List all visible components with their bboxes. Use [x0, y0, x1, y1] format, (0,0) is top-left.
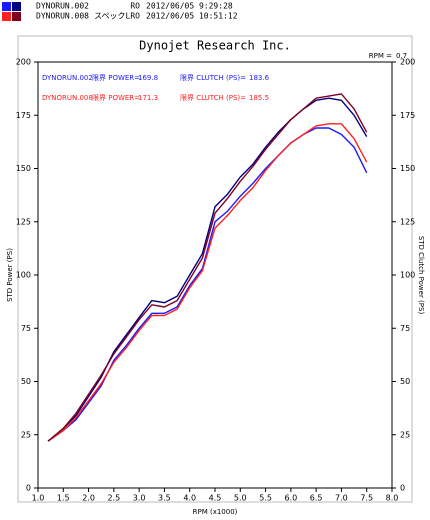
readout-run: DYNORUN.002 — [42, 74, 93, 82]
y-tick-label: 100 — [16, 271, 31, 280]
power-line — [47, 93, 368, 442]
readout-clutch: 185.5 — [249, 94, 269, 102]
y-axis-label: STD Power (PS) — [6, 248, 14, 302]
y-tick-label: 75 — [21, 324, 31, 333]
power-line — [47, 123, 368, 442]
power-line — [47, 97, 368, 442]
y2-axis-label: STD Clutch Power (PS) — [417, 236, 425, 315]
x-tick-label: 1.0 — [32, 494, 45, 503]
x-tick-label: 3.5 — [158, 494, 171, 503]
rpm-value: 0.7 — [396, 52, 407, 60]
y-tick-label: 175 — [16, 111, 31, 120]
x-axis-label: RPM (x1000) — [193, 508, 238, 516]
x-tick-label: 5.0 — [234, 494, 247, 503]
y-tick-label: 25 — [21, 430, 31, 439]
run-note: RO — [130, 2, 140, 11]
run-date: 2012/06/05 10:51:12 — [146, 12, 238, 21]
legend-swatch — [2, 2, 11, 11]
x-tick-label: 4.0 — [183, 494, 196, 503]
y-tick-label: 50 — [21, 377, 31, 386]
readout-power: 171.3 — [138, 94, 158, 102]
x-tick-label: 8.0 — [386, 494, 399, 503]
readout-clutch-label: 限界 CLUTCH (PS)= — [180, 73, 246, 82]
y2-tick-label: 0 — [400, 484, 405, 493]
x-tick-label: 3.0 — [133, 494, 146, 503]
run-note: スペックLRO — [94, 12, 140, 21]
y2-tick-label: 175 — [400, 111, 415, 120]
x-tick-label: 7.5 — [360, 494, 373, 503]
readout-power-label: 限界 POWER= — [92, 73, 140, 82]
y2-tick-label: 75 — [400, 324, 410, 333]
y2-tick-label: 25 — [400, 430, 410, 439]
x-tick-label: 2.0 — [82, 494, 95, 503]
readout-power: 169.8 — [138, 74, 158, 82]
y-tick-label: 0 — [26, 484, 31, 493]
run-file: DYNORUN.002 — [36, 2, 89, 11]
y-tick-label: 200 — [16, 58, 31, 67]
x-tick-label: 4.5 — [209, 494, 222, 503]
readout-power-label: 限界 POWER= — [92, 93, 140, 102]
y-tick-label: 125 — [16, 217, 31, 226]
y-tick-label: 150 — [16, 164, 31, 173]
run-file: DYNORUN.008 — [36, 12, 89, 21]
x-tick-label: 6.0 — [284, 494, 297, 503]
y2-tick-label: 150 — [400, 164, 415, 173]
readout-clutch-label: 限界 CLUTCH (PS)= — [180, 93, 246, 102]
legend-swatch — [12, 2, 21, 11]
y2-tick-label: 100 — [400, 271, 415, 280]
y2-tick-label: 200 — [400, 58, 415, 67]
legend-swatch — [2, 12, 11, 21]
readout-run: DYNORUN.008 — [42, 94, 93, 102]
x-tick-label: 6.5 — [310, 494, 323, 503]
x-tick-label: 2.5 — [107, 494, 120, 503]
x-tick-label: 7.0 — [335, 494, 348, 503]
run-date: 2012/06/05 9:29:28 — [146, 2, 233, 11]
power-line — [47, 127, 368, 442]
legend-swatch — [12, 12, 21, 21]
x-tick-label: 1.5 — [57, 494, 70, 503]
readout-clutch: 183.6 — [249, 74, 270, 82]
chart-title: Dynojet Research Inc. — [139, 39, 291, 53]
y2-tick-label: 125 — [400, 217, 415, 226]
x-tick-label: 5.5 — [259, 494, 272, 503]
rpm-label: RPM = — [369, 52, 392, 60]
plot-frame — [37, 61, 393, 489]
y2-tick-label: 50 — [400, 377, 410, 386]
